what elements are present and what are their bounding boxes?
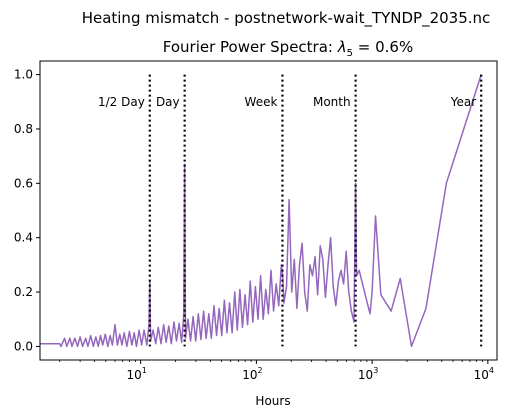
y-tick-label-2: 0.4 [14, 231, 33, 245]
series-line-0 [40, 74, 482, 348]
marker-label-1: Day [156, 95, 180, 109]
x-tick-label-1: 102 [242, 366, 262, 382]
marker-label-2: Week [245, 95, 278, 109]
y-tick-label-5: 1.0 [14, 68, 33, 82]
y-tick-label-4: 0.8 [14, 122, 33, 136]
title-subscript: 5 [347, 48, 353, 59]
x-tick-label-0: 101 [126, 366, 146, 382]
x-tick-label-2: 103 [358, 366, 378, 382]
y-tick-label-0: 0.0 [14, 339, 33, 353]
y-tick-label-3: 0.6 [14, 176, 33, 190]
x-axis-label: Hours [255, 394, 290, 408]
marker-label-3: Month [313, 95, 351, 109]
marker-label-4: Year [450, 95, 476, 109]
chart-title: Fourier Power Spectra: λ5 = 0.6% [163, 38, 413, 59]
x-tick-label-3: 104 [474, 366, 494, 382]
chart-suptitle: Heating mismatch - postnetwork-wait_TYND… [82, 9, 491, 28]
plot-frame [39, 60, 498, 361]
title-prefix: Fourier Power Spectra: [163, 38, 338, 56]
title-lambda: λ [337, 38, 347, 56]
title-suffix: = 0.6% [353, 38, 413, 56]
marker-label-0: 1/2 Day [98, 95, 145, 109]
y-tick-label-1: 0.2 [14, 285, 33, 299]
